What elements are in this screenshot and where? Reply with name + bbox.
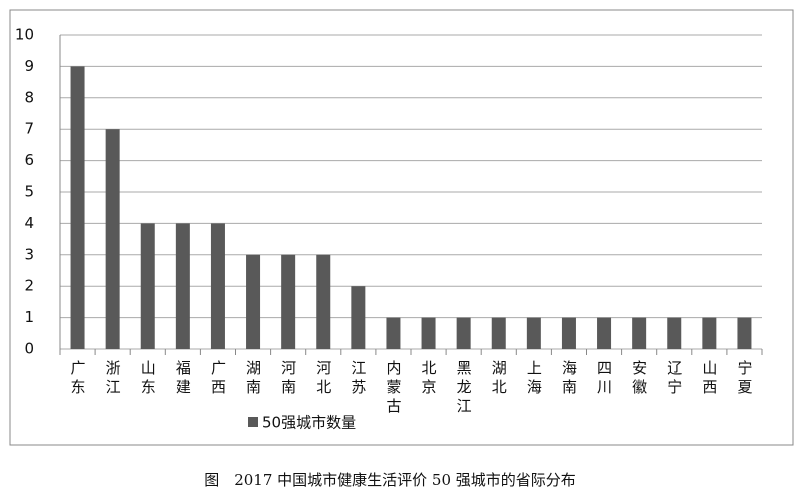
x-tick-label: 海南: [560, 360, 578, 398]
x-tick-label: 广东: [69, 360, 87, 398]
x-tick-label: 湖南: [244, 360, 262, 398]
y-tick-label: 9: [24, 57, 34, 75]
caption: 图 2017 中国城市健康生活评价 50 强城市的省际分布: [204, 471, 576, 489]
legend-swatch: [248, 417, 258, 427]
bar: [561, 317, 576, 349]
bar: [70, 66, 85, 350]
x-tick-label: 黑龙江: [455, 360, 473, 417]
bar: [491, 317, 506, 349]
y-tick-label: 5: [24, 183, 34, 201]
bar: [351, 286, 366, 349]
bar: [246, 254, 261, 349]
y-tick-label: 1: [24, 308, 34, 326]
x-tick-label: 浙江: [104, 360, 122, 398]
y-tick-label: 3: [24, 245, 34, 263]
bar: [386, 317, 401, 349]
y-tick-label: 6: [24, 151, 34, 169]
x-tick-label: 河北: [314, 360, 332, 398]
x-tick-label: 湖北: [490, 360, 508, 398]
bar: [175, 223, 190, 349]
bar: [105, 129, 120, 349]
y-tick-label: 7: [24, 120, 34, 138]
bar: [526, 317, 541, 349]
bar: [281, 254, 296, 349]
bar: [456, 317, 471, 349]
x-tick-label: 福建: [174, 360, 192, 398]
y-tick-label: 8: [24, 88, 34, 106]
bar: [140, 223, 155, 349]
y-tick-label: 2: [24, 277, 34, 295]
x-tick-label: 山西: [700, 360, 718, 398]
bar: [667, 317, 682, 349]
x-tick-label: 山东: [139, 360, 157, 398]
bar: [421, 317, 436, 349]
bar: [597, 317, 612, 349]
bar: [737, 317, 752, 349]
y-tick-label: 10: [15, 26, 34, 44]
bar: [632, 317, 647, 349]
x-tick-label: 安徽: [630, 360, 648, 398]
x-tick-label: 宁夏: [735, 360, 753, 398]
y-tick-label: 0: [24, 340, 34, 358]
bar: [316, 254, 331, 349]
legend-label: 50强城市数量: [262, 414, 356, 432]
x-tick-label: 河南: [279, 360, 297, 398]
bar: [210, 223, 225, 349]
x-tick-label: 四川: [595, 360, 613, 398]
x-tick-label: 上海: [525, 360, 543, 398]
x-tick-label: 内蒙古: [384, 360, 402, 417]
x-tick-label: 广西: [209, 360, 227, 398]
chart-border: [9, 9, 794, 446]
x-tick-label: 辽宁: [665, 360, 683, 398]
x-tick-label: 北京: [420, 360, 438, 398]
y-tick-label: 4: [24, 214, 34, 232]
x-tick-label: 江苏: [349, 360, 367, 398]
bar: [702, 317, 717, 349]
